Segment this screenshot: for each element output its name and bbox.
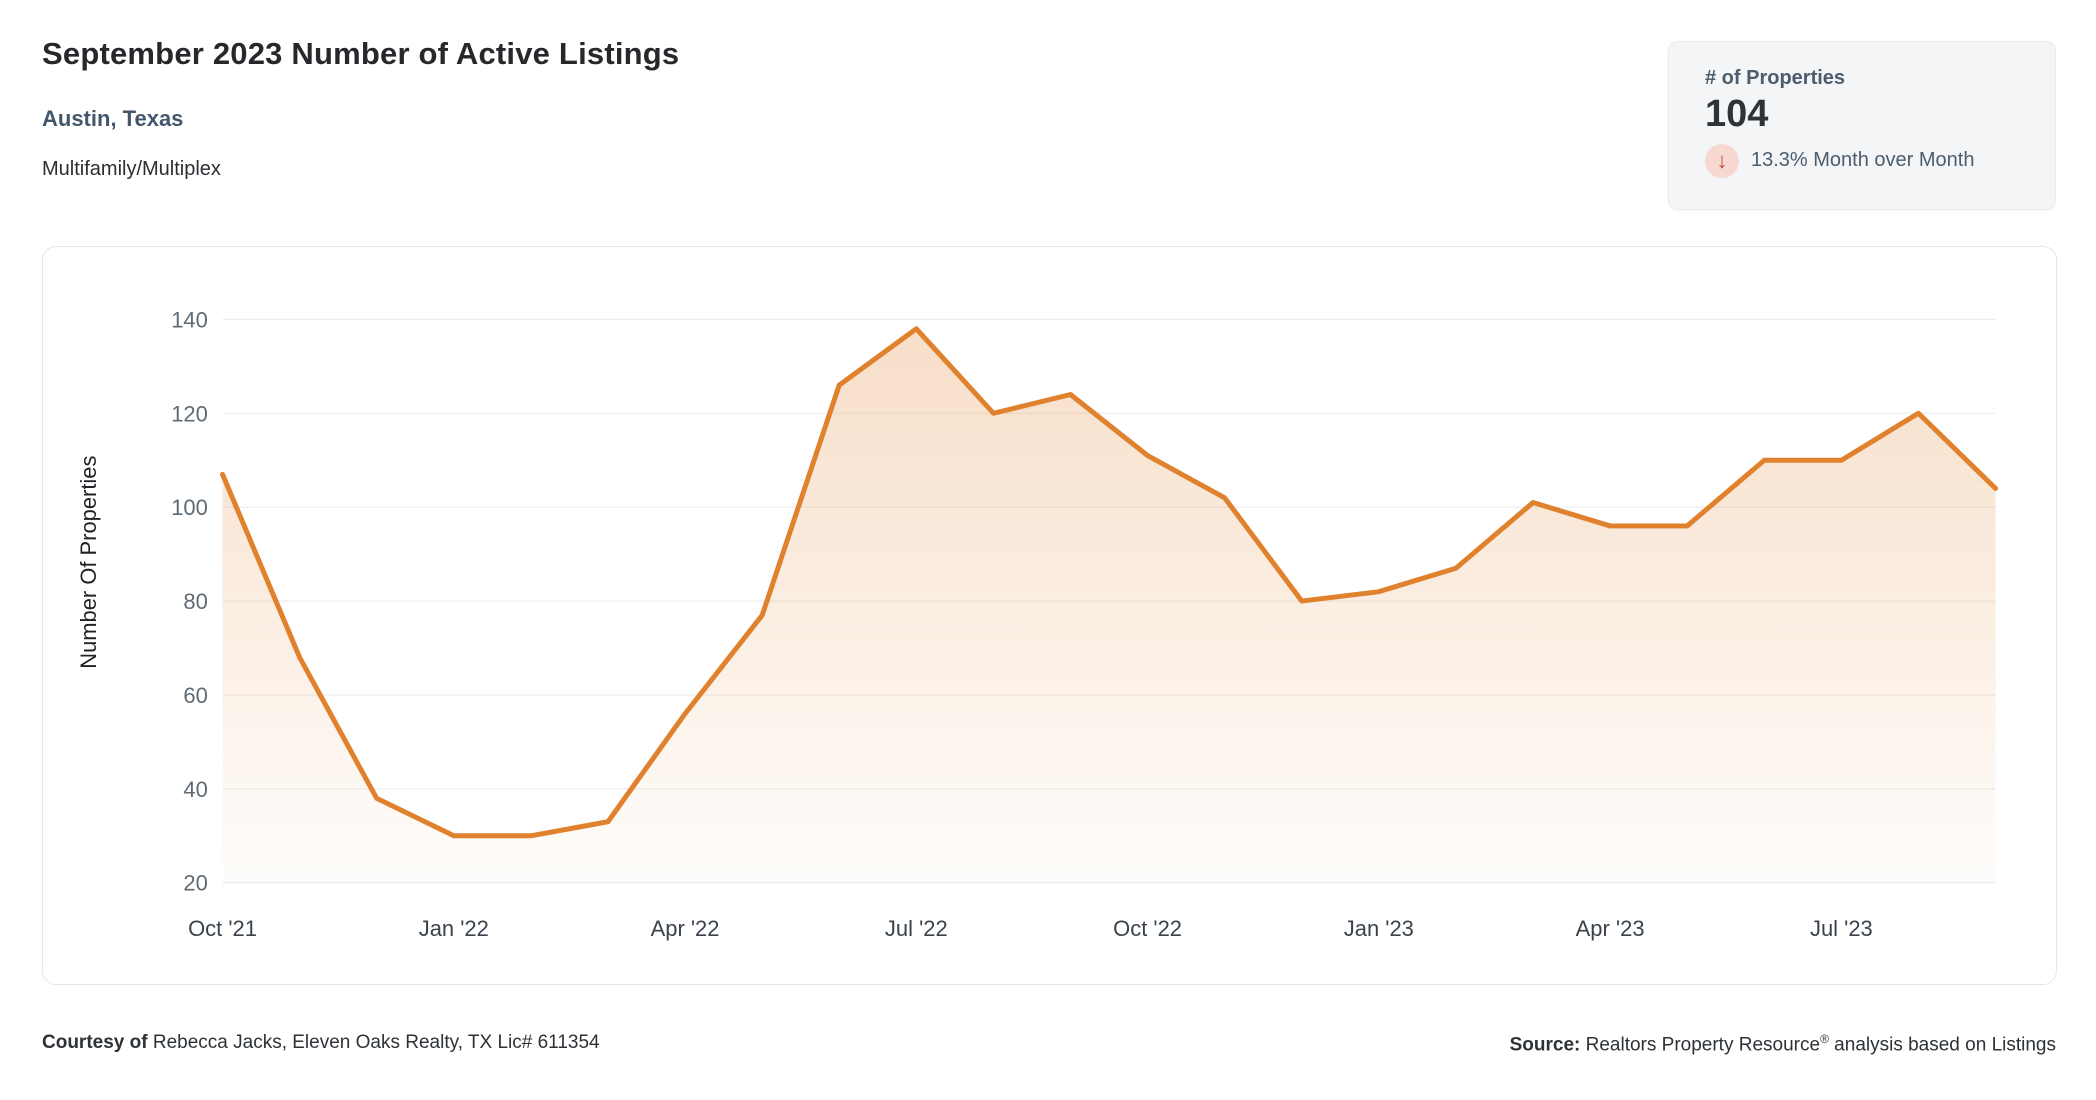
x-tick-label: Jul '23 — [1810, 916, 1873, 941]
source-footer: Source: Realtors Property Resource® anal… — [1510, 1032, 2056, 1056]
stats-value: 104 — [1705, 93, 1769, 135]
series-area-fill — [222, 328, 1996, 883]
arrow-down-glyph: ↓ — [1716, 147, 1728, 173]
delta-text: 13.3% Month over Month — [1751, 149, 1975, 172]
x-tick-label: Apr '23 — [1576, 916, 1645, 941]
y-tick-label: 20 — [183, 871, 207, 896]
x-tick-label: Apr '22 — [651, 916, 720, 941]
month-over-month-delta: ↓ 13.3% Month over Month — [1705, 143, 2019, 178]
registered-trademark-symbol: ® — [1820, 1032, 1829, 1046]
chart-card: 20 40 60 80 100 120 140 Oct '21 Jan '22 Apr '22 Ju… — [42, 246, 2057, 985]
courtesy-footer: Courtesy of Rebecca Jacks, Eleven Oaks R… — [42, 1032, 600, 1054]
y-axis-title: Number Of Properties — [76, 456, 101, 669]
stats-card: # of Properties 104 ↓ 13.3% Month over M… — [1668, 41, 2056, 210]
x-tick-label: Oct '22 — [1113, 916, 1182, 941]
y-tick-label: 140 — [171, 307, 208, 332]
y-tick-label: 100 — [171, 495, 208, 520]
stats-label: # of Properties — [1705, 67, 1846, 89]
y-tick-label: 60 — [183, 683, 207, 708]
y-tick-label: 120 — [171, 401, 208, 426]
arrow-down-icon: ↓ — [1705, 143, 1739, 178]
series-line — [220, 326, 1999, 839]
x-tick-label: Oct '21 — [188, 916, 257, 941]
axis-label-layer: 20 40 60 80 100 120 140 Oct '21 Jan '22 Apr '22 Ju… — [76, 307, 1873, 941]
courtesy-label: Courtesy of — [42, 1032, 148, 1053]
property-type-subtitle: Multifamily/Multiplex — [42, 158, 221, 180]
courtesy-text: Rebecca Jacks, Eleven Oaks Realty, TX Li… — [147, 1032, 600, 1053]
y-tick-label: 40 — [183, 777, 207, 802]
x-tick-label: Jan '23 — [1344, 916, 1414, 941]
area-chart[interactable]: 20 40 60 80 100 120 140 Oct '21 Jan '22 Apr '22 Ju… — [43, 247, 2056, 984]
source-label: Source: — [1509, 1034, 1581, 1056]
source-text-2: analysis based on Listings — [1828, 1034, 2056, 1056]
y-tick-label: 80 — [183, 589, 207, 614]
page-title: September 2023 Number of Active Listings — [42, 36, 680, 71]
x-tick-label: Jul '22 — [885, 916, 948, 941]
location-subtitle: Austin, Texas — [42, 106, 184, 131]
x-tick-label: Jan '22 — [419, 916, 489, 941]
source-text-1: Realtors Property Resource — [1580, 1034, 1821, 1056]
